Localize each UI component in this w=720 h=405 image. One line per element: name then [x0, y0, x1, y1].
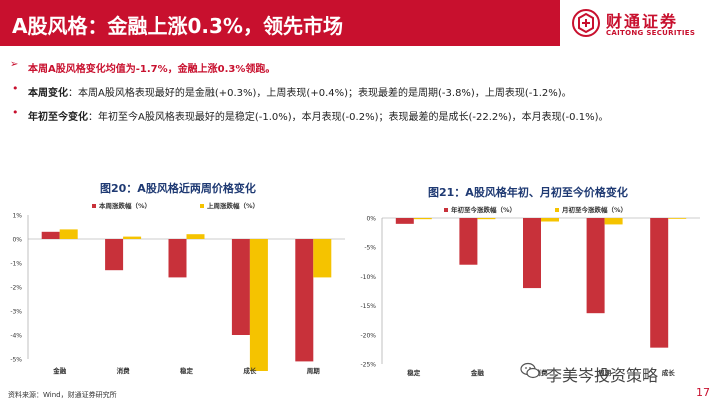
page-number: 17: [696, 386, 710, 399]
chart1-ytick-label: -5%: [10, 357, 22, 364]
chart1-bar: [59, 229, 78, 239]
chart2-category-label: 稳定: [407, 368, 421, 377]
chart1-ytick-label: -1%: [10, 261, 22, 268]
chart1-legend-swatch: [200, 204, 204, 208]
chart2-ytick-label: -25%: [360, 362, 376, 369]
watermark: 李美岑投资策略: [546, 366, 659, 385]
chart2-ytick-label: -5%: [364, 245, 376, 252]
chart1-bar: [295, 239, 314, 362]
chart2-category-label: 周期: [598, 368, 612, 377]
chart2-ytick-label: -20%: [360, 332, 376, 339]
chart1-category-label: 周期: [307, 366, 321, 375]
chart2-bar: [650, 218, 669, 348]
weekly-change-bullet: 本周变化：本周A股风格表现最好的是金融(+0.3%)，上周表现(+0.4%)；表…: [28, 84, 572, 99]
arrow-bullet-icon: ➢: [10, 59, 19, 70]
chart2-category-label: 金融: [470, 368, 485, 377]
chart2-bar: [586, 218, 605, 314]
weekly-change-label: 本周变化: [28, 88, 68, 99]
chart2-bar: [523, 218, 541, 289]
chart1-legend-label: 上周涨跌幅（%）: [207, 201, 259, 210]
chart2-title: 图21：A股风格年初、月初至今价格变化: [428, 186, 628, 199]
chart2-ytd-style-change: 0% -5% -10% -15% -20% -25% 年初至今涨跌幅（%） 月初至今涨跌幅（%…: [360, 205, 700, 377]
chart1-ytick-label: -2%: [10, 285, 22, 292]
logo-name-en: CAITONG SECURITIES: [606, 29, 696, 37]
chart1-ytick-label: 0%: [12, 237, 22, 244]
chart2-bar: [413, 218, 432, 220]
chart2-legend-label: 月初至今涨跌幅（%）: [561, 205, 627, 214]
chart1-category-label: 消费: [117, 366, 131, 375]
chart1-bar: [168, 239, 187, 278]
ytd-change-bullet: 年初至今变化：年初至今A股风格表现最好的是稳定(-1.0%)，本月表现(-0.2…: [28, 108, 608, 123]
chart1-bar: [249, 239, 268, 371]
bullet-dot-icon: •: [12, 106, 19, 119]
company-logo: 财通证券 CAITONG SECURITIES: [568, 6, 708, 42]
page-title: A股风格：金融上涨0.3%，领先市场: [12, 14, 343, 38]
chart2-ytick-label: 0%: [366, 216, 376, 223]
ytd-change-text: ：年初至今A股风格表现最好的是稳定(-1.0%)，本月表现(-0.2%)；表现最…: [88, 112, 609, 123]
chart1-bar: [231, 239, 250, 335]
chart1-title: 图20：A股风格近两周价格变化: [100, 182, 256, 195]
chart2-bar: [668, 218, 687, 219]
chart1-legend-swatch: [92, 204, 96, 208]
chart1-category-label: 金融: [52, 366, 67, 375]
chart1-category-label: 稳定: [180, 366, 194, 375]
chart1-bar: [186, 234, 205, 239]
chart2-category-label: 消费: [535, 368, 549, 377]
chart1-bar: [123, 236, 142, 239]
chart1-ytick-label: -3%: [10, 309, 22, 316]
chart1-weekly-style-change: 1% 0% -1% -2% -3% -4% -5% 本周涨跌幅（%） 上周涨跌幅（%） 金融 消费 稳…: [10, 201, 345, 375]
chart2-legend-swatch: [444, 208, 448, 212]
chart2-bar: [541, 218, 559, 222]
logo-name-cn: 财通证券: [606, 12, 679, 31]
chart2-legend-label: 年初至今涨跌幅（%）: [451, 205, 516, 214]
bullet-dot-icon: •: [12, 82, 19, 95]
chart1-ytick-label: 1%: [12, 213, 22, 220]
chart1-bar: [41, 231, 60, 239]
title-bar: A股风格：金融上涨0.3%，领先市场: [0, 0, 560, 46]
summary-bullet: 本周A股风格变化均值为-1.7%，金融上涨0.3%领跑。: [28, 64, 276, 75]
chart1-legend-label: 本周涨跌幅（%）: [99, 201, 151, 210]
logo-mark-icon: [572, 9, 600, 37]
chart2-bar: [604, 218, 623, 225]
chart1-bar: [313, 239, 332, 278]
chart1-ytick-label: -4%: [10, 333, 22, 340]
chart2-ytick-label: -15%: [360, 303, 376, 310]
chart2-ytick-label: -10%: [360, 274, 376, 281]
chart2-category-label: 成长: [662, 368, 676, 377]
weekly-change-text: ：本周A股风格表现最好的是金融(+0.3%)，上周表现(+0.4%)；表现最差的…: [68, 88, 572, 99]
chart1-category-label: 成长: [243, 366, 257, 375]
source-note: 资料来源：Wind，财通证券研究所: [8, 391, 117, 399]
wechat-icon: [520, 362, 540, 379]
chart2-legend-swatch: [555, 208, 559, 212]
chart2-bar: [395, 218, 414, 224]
ytd-change-label: 年初至今变化: [28, 112, 88, 123]
chart2-bar: [459, 218, 478, 265]
chart2-bar: [477, 218, 496, 220]
chart1-bar: [105, 239, 124, 271]
